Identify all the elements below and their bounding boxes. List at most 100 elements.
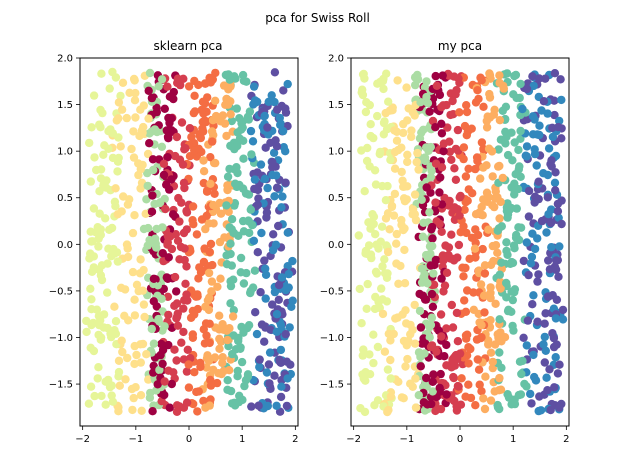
scatter-point [422,373,431,383]
scatter-point [555,403,564,412]
scatter-point [270,371,279,380]
scatter-point [148,155,158,164]
scatter-point [230,401,240,410]
scatter-point [544,210,553,219]
scatter-point [397,167,406,177]
scatter-point [495,404,504,414]
scatter-point [163,82,172,91]
scatter-point [540,332,549,342]
scatter-point [249,82,259,91]
scatter-point [160,104,169,114]
y-tick-label: −0.5 [320,286,344,297]
scatter-point [550,178,560,187]
scatter-point [285,323,294,332]
scatter-point [360,407,370,417]
scatter-point [206,239,216,249]
scatter-point [519,256,528,266]
scatter-point [105,225,114,234]
scatter-point [179,178,189,188]
scatter-point [547,162,556,171]
scatter-point [206,179,215,188]
suptitle: pca for Swiss Roll [265,11,370,25]
scatter-point [495,315,504,324]
scatter-point [495,116,505,125]
scatter-point [511,170,520,179]
scatter-point [236,268,245,277]
scatter-point [542,373,551,382]
scatter-point [149,274,159,283]
scatter-point [147,207,157,216]
scatter-point [454,240,464,250]
scatter-point [159,170,169,180]
scatter-point [101,400,110,409]
scatter-point [554,122,563,132]
scatter-point [182,290,191,299]
scatter-point [378,295,387,304]
scatter-point [218,353,227,362]
scatter-point [377,284,386,293]
scatter-point [139,122,148,132]
scatter-point [460,205,469,214]
scatter-point [414,165,423,174]
scatter-point [361,246,371,256]
scatter-point [128,405,137,415]
scatter-point [267,91,276,100]
scatter-point [97,391,106,401]
scatter-point [237,357,247,367]
scatter-point [477,138,487,147]
scatter-point [202,363,211,372]
scatter-point [145,68,155,78]
scatter-point [482,116,491,126]
scatter-point [545,265,555,274]
scatter-point [425,208,434,217]
scatter-point [139,265,148,275]
scatter-point [517,369,526,379]
scatter-point [540,319,549,328]
scatter-point [97,69,106,78]
scatter-point [123,200,133,209]
scatter-point [427,289,437,299]
scatter-point [445,196,454,206]
scatter-point [403,354,412,364]
scatter-point [359,345,368,354]
scatter-point [369,330,378,339]
scatter-point [232,104,241,113]
scatter-point [428,387,437,396]
scatter-point [444,243,454,252]
scatter-point [87,123,96,132]
scatter-point [553,207,563,216]
scatter-point [455,211,464,220]
scatter-point [128,228,138,238]
scatter-point [127,384,137,394]
scatter-point [527,252,537,262]
scatter-point [182,398,192,407]
scatter-point [557,95,566,105]
scatter-point [390,164,400,173]
scatter-point [199,396,208,406]
scatter-point [161,204,170,214]
scatter-point [467,124,476,133]
scatter-point [145,235,154,245]
scatter-point [466,344,475,354]
scatter-point [118,78,128,88]
scatter-point [226,97,235,106]
scatter-point [514,145,523,155]
scatter-point [365,350,374,359]
scatter-point [404,336,413,346]
scatter-point [528,300,537,309]
scatter-point [427,341,437,350]
scatter-point [416,98,425,107]
scatter-point [406,320,415,330]
scatter-point [147,93,157,103]
scatter-point [399,394,408,403]
scatter-point [557,134,566,143]
scatter-point [482,161,491,170]
scatter-point [464,359,473,368]
scatter-point [388,103,397,112]
scatter-point [254,401,263,410]
y-axis: −1.5 −1.0 −0.5 0.0 0.5 1.0 1.5 2.0 [49,54,80,391]
scatter-point [514,223,523,232]
scatter-point [129,153,139,162]
x-tick-label: 2 [292,434,298,445]
scatter-point [471,164,480,174]
